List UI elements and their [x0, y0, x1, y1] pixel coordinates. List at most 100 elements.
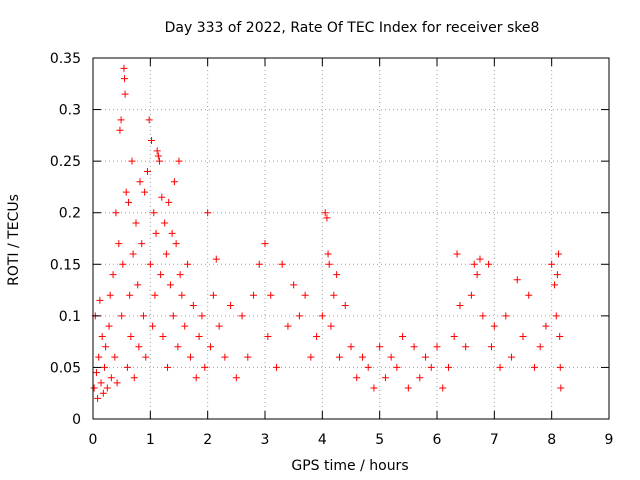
data-point — [146, 260, 154, 268]
data-point — [551, 281, 559, 289]
x-tick-label: 6 — [433, 432, 442, 448]
data-point — [250, 291, 258, 299]
data-point — [147, 137, 155, 145]
data-point — [198, 312, 206, 320]
data-point — [189, 302, 197, 310]
data-point — [96, 296, 104, 304]
x-axis-label: GPS time / hours — [291, 458, 408, 474]
data-point — [201, 363, 209, 371]
x-tick-label: 1 — [146, 432, 155, 448]
data-point — [129, 250, 137, 258]
data-point — [278, 260, 286, 268]
data-point — [327, 322, 335, 330]
data-point — [120, 64, 128, 72]
data-point — [143, 167, 151, 175]
x-tick-label: 5 — [375, 432, 384, 448]
data-point — [115, 240, 123, 248]
data-point — [215, 322, 223, 330]
data-point — [530, 363, 538, 371]
data-point — [467, 291, 475, 299]
data-point — [175, 157, 183, 165]
data-point — [321, 209, 329, 217]
data-point — [536, 343, 544, 351]
data-point — [168, 229, 176, 237]
data-point — [473, 271, 481, 279]
data-point — [325, 260, 333, 268]
y-tick-label: 0.2 — [59, 206, 81, 222]
data-point — [157, 271, 165, 279]
data-point — [100, 363, 108, 371]
data-point — [130, 374, 138, 382]
data-point — [508, 353, 516, 361]
data-point — [272, 363, 280, 371]
data-point — [142, 353, 150, 361]
data-point — [112, 209, 120, 217]
axis-ticks: 0 0.05 0.1 0.15 0.2 0.25 0.3 0.35 0 1 2 3 4 5 6 7 8 9 — [50, 51, 614, 448]
data-point — [232, 374, 240, 382]
data-point — [333, 271, 341, 279]
data-point — [364, 363, 372, 371]
data-point — [462, 343, 470, 351]
data-point — [324, 250, 332, 258]
x-tick-label: 3 — [261, 432, 270, 448]
data-point — [209, 291, 217, 299]
data-point — [159, 332, 167, 340]
data-point — [301, 291, 309, 299]
data-point — [102, 343, 110, 351]
data-point — [427, 363, 435, 371]
data-point — [149, 322, 157, 330]
data-point — [134, 281, 142, 289]
y-axis-label: ROTI / TECUs — [6, 194, 22, 286]
data-point — [181, 322, 189, 330]
data-point — [387, 353, 395, 361]
data-point — [123, 363, 131, 371]
data-point — [487, 343, 495, 351]
data-point — [118, 312, 126, 320]
data-point — [90, 384, 98, 392]
data-point — [264, 332, 272, 340]
data-point — [313, 332, 321, 340]
data-point — [145, 116, 153, 124]
data-point — [150, 209, 158, 217]
data-point — [105, 322, 113, 330]
data-point — [169, 312, 177, 320]
data-point — [490, 322, 498, 330]
data-point — [456, 302, 464, 310]
y-tick-label: 0.3 — [59, 103, 81, 119]
data-point — [318, 312, 326, 320]
data-point — [178, 291, 186, 299]
grid-lines — [93, 58, 609, 419]
y-tick-label: 0.35 — [50, 51, 81, 67]
y-tick-label: 0.1 — [59, 309, 81, 325]
data-point — [195, 332, 203, 340]
data-point — [139, 312, 147, 320]
data-point — [98, 332, 106, 340]
data-point — [141, 188, 149, 196]
data-point — [154, 152, 162, 160]
data-point — [341, 302, 349, 310]
data-point — [136, 178, 144, 186]
data-point — [227, 302, 235, 310]
data-point — [161, 219, 169, 227]
data-point — [192, 374, 200, 382]
data-point — [172, 240, 180, 248]
data-point — [152, 229, 160, 237]
data-point — [128, 157, 136, 165]
data-point — [290, 281, 298, 289]
data-point — [525, 291, 533, 299]
data-point — [433, 343, 441, 351]
y-tick-label: 0 — [72, 412, 81, 428]
data-point — [176, 271, 184, 279]
x-tick-label: 2 — [203, 432, 212, 448]
x-tick-label: 4 — [318, 432, 327, 448]
data-point — [97, 379, 105, 387]
data-point — [158, 193, 166, 201]
data-point — [95, 353, 103, 361]
data-point — [552, 312, 560, 320]
data-point — [132, 219, 140, 227]
data-point — [135, 343, 143, 351]
data-point — [416, 374, 424, 382]
y-tick-label: 0.25 — [50, 154, 81, 170]
data-point — [111, 353, 119, 361]
x-tick-label: 9 — [605, 432, 614, 448]
